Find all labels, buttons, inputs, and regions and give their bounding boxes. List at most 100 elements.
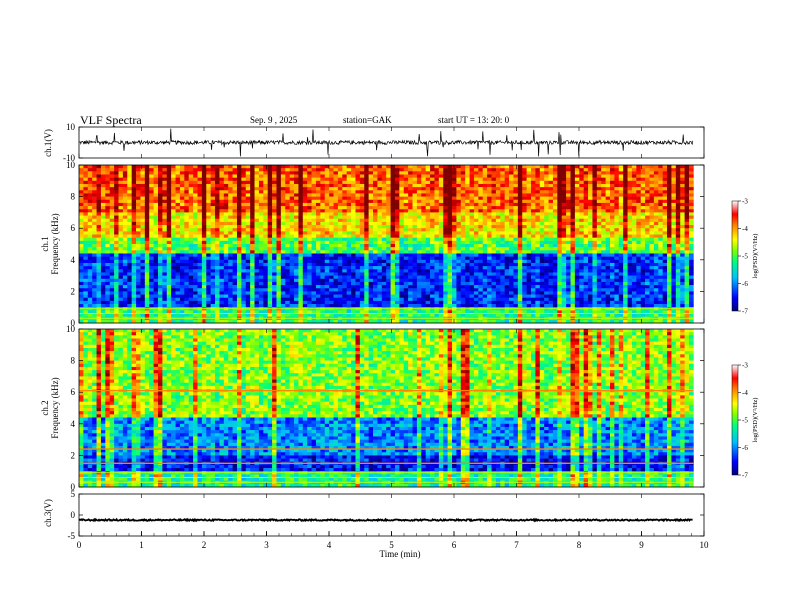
ch1-spectrogram-image [79,165,694,324]
spectrogram-cell [583,218,589,223]
spectrogram-cell [658,209,663,213]
spectrogram-cell [627,240,633,245]
spectrogram-cell [267,234,273,238]
spectrogram-cell [162,234,168,238]
spectrogram-cell [118,190,124,194]
spectrogram-cell [329,256,334,261]
spectrogram-cell [381,272,387,276]
spectrogram-cell [294,196,299,201]
spectrogram-cell [452,231,457,235]
spectrogram-cell [228,174,233,178]
spectrogram-cell [355,212,361,216]
spectrogram-cell [504,231,510,235]
spectrogram-cell [618,218,624,223]
spectrogram-cell [127,234,132,238]
spectrogram-cell [197,183,203,188]
spectrogram-cell [596,165,602,169]
spectrogram-cell [645,272,650,276]
spectrogram-cell [272,177,277,182]
spectrogram-cell [513,177,519,182]
spectrogram-cell [236,240,242,245]
spectrogram-cell [447,272,453,276]
spectrogram-cell [627,187,633,191]
spectrogram-cell [495,250,501,254]
spectrogram-cell [87,240,93,245]
spectrogram-cell [631,237,637,242]
spectrogram-cell [460,215,466,220]
spectrogram-cell [364,259,369,264]
spectrogram-cell [201,262,207,267]
spectrogram-cell [175,206,181,210]
spectrogram-cell [193,240,198,245]
spectrogram-cell [127,218,132,223]
spectrogram-cell [667,244,672,248]
spectrogram-cell [114,193,119,197]
spectrogram-cell [280,259,286,264]
spectrogram-cell [377,253,383,257]
spectrogram-cell [671,174,677,178]
spectrogram-cell [131,262,137,267]
spectrogram-cell [592,253,598,257]
spectrogram-cell [588,193,593,197]
spectrogram-cell [364,190,369,194]
spectrogram-cell [342,240,347,245]
spectrogram-cell [667,209,672,213]
spectrogram-cell [487,259,492,264]
spectrogram-cell [610,250,615,254]
spectrogram-cell [153,212,159,216]
spectrogram-cell [162,202,168,207]
spectrogram-cell [566,247,571,251]
spectrogram-cell [456,171,462,175]
spectrogram-cell [280,275,286,280]
spectrogram-cell [588,171,593,175]
spectrogram-cell [434,165,440,169]
spectrogram-cell [144,275,150,280]
spectrogram-cell [438,171,444,175]
spectrogram-cell [329,266,334,270]
spectrogram-cell [627,190,633,194]
spectrogram-cell [131,221,137,226]
spectrogram-cell [373,171,378,175]
spectrogram-cell [667,240,672,245]
spectrogram-cell [548,218,554,223]
spectrogram-cell [136,244,141,248]
spectrogram-cell [535,183,541,188]
spectrogram-cell [92,272,97,276]
spectrogram-cell [509,180,514,185]
spectrogram-cell [92,259,97,264]
spectrogram-cell [680,231,685,235]
spectrogram-cell [509,218,514,223]
spectrogram-cell [539,262,545,267]
spectrogram-cell [487,228,492,232]
spectrogram-cell [662,262,668,267]
spectrogram-cell [438,247,444,251]
spectrogram-cell [351,256,356,261]
spectrogram-cell [500,221,505,226]
spectrogram-cell [87,272,93,276]
spectrogram-cell [276,209,282,213]
spectrogram-cell [153,215,159,220]
spectrogram-cell [513,259,519,264]
spectrogram-cell [131,253,137,257]
spectrogram-cell [684,240,690,245]
spectrogram-cell [416,209,422,213]
spectrogram-cell [421,177,426,182]
spectrogram-cell [311,165,317,169]
spectrogram-cell [153,177,159,182]
spectrogram-cell [79,174,84,178]
spectrogram-cell [434,240,440,245]
spectrogram-cell [434,250,440,254]
spectrogram-cell [171,272,176,276]
spectrogram-cell [535,206,541,210]
spectrogram-cell [329,215,334,220]
spectrogram-cell [127,256,132,261]
spectrogram-cell [193,266,198,270]
spectrogram-cell [201,247,207,251]
spectrogram-cell [421,256,426,261]
spectrogram-cell [614,228,620,232]
spectrogram-cell [149,193,154,197]
spectrogram-cell [285,272,290,276]
spectrogram-cell [561,237,567,242]
spectrogram-cell [522,221,527,226]
spectrogram-cell [307,199,312,204]
